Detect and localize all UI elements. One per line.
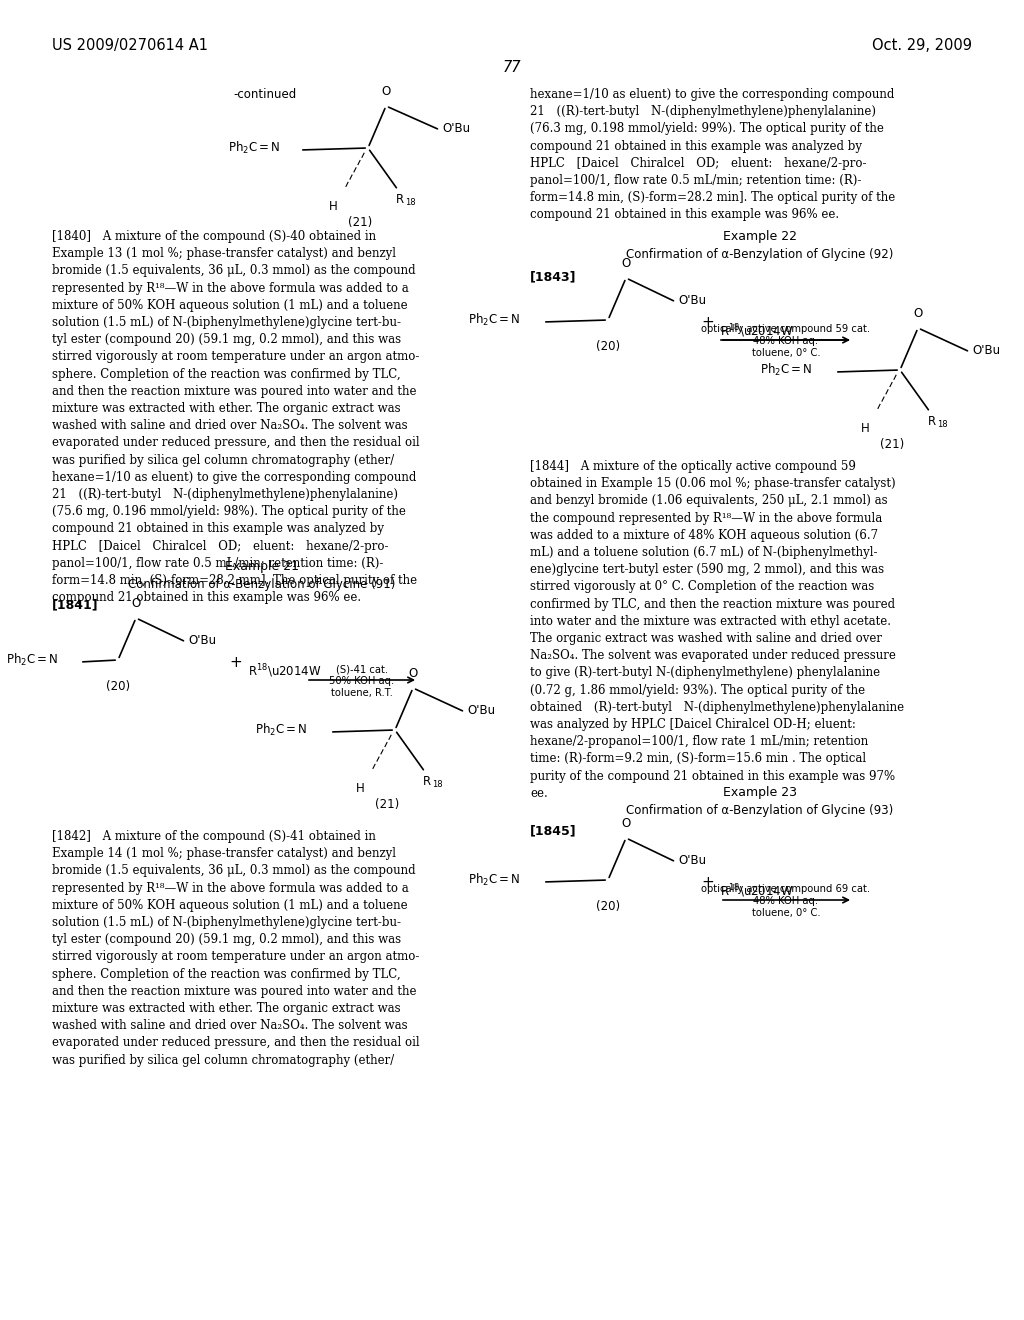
Text: H: H [356, 781, 365, 795]
Text: O'Bu: O'Bu [678, 293, 707, 306]
Text: +: + [229, 655, 243, 671]
Text: [1841]: [1841] [52, 598, 98, 611]
Text: R: R [423, 775, 431, 788]
Text: H: H [330, 201, 338, 213]
Text: toluene, R.T.: toluene, R.T. [331, 688, 393, 698]
Text: (20): (20) [596, 341, 621, 352]
Text: [1842] A mixture of the compound (S)-41 obtained in
Example 14 (1 mol %; phase-t: [1842] A mixture of the compound (S)-41 … [52, 830, 420, 1067]
Text: Confirmation of α-Benzylation of Glycine (91): Confirmation of α-Benzylation of Glycine… [128, 578, 395, 591]
Text: Confirmation of α-Benzylation of Glycine (92): Confirmation of α-Benzylation of Glycine… [627, 248, 894, 261]
Text: O: O [622, 257, 631, 271]
Text: Confirmation of α-Benzylation of Glycine (93): Confirmation of α-Benzylation of Glycine… [627, 804, 894, 817]
Text: (20): (20) [596, 900, 621, 913]
Text: 18: 18 [406, 198, 416, 207]
Text: R$^{18}$\u2014W: R$^{18}$\u2014W [720, 882, 794, 900]
Text: O: O [913, 308, 923, 319]
Text: (21): (21) [375, 799, 399, 810]
Text: 18: 18 [937, 420, 947, 429]
Text: (S)-41 cat.: (S)-41 cat. [336, 664, 388, 675]
Text: O'Bu: O'Bu [442, 121, 470, 135]
Text: R: R [396, 193, 404, 206]
Text: Ph$_2$C$=$N: Ph$_2$C$=$N [468, 312, 520, 329]
Text: toluene, 0° C.: toluene, 0° C. [752, 908, 820, 917]
Text: [1845]: [1845] [530, 824, 577, 837]
Text: US 2009/0270614 A1: US 2009/0270614 A1 [52, 38, 208, 53]
Text: (21): (21) [348, 216, 372, 228]
Text: [1840] A mixture of the compound (S)-40 obtained in
Example 13 (1 mol %; phase-t: [1840] A mixture of the compound (S)-40 … [52, 230, 420, 605]
Text: toluene, 0° C.: toluene, 0° C. [752, 348, 820, 358]
Text: optically active compound 69 cat.: optically active compound 69 cat. [701, 884, 870, 894]
Text: H: H [861, 422, 870, 436]
Text: O: O [131, 597, 140, 610]
Text: Oct. 29, 2009: Oct. 29, 2009 [872, 38, 972, 53]
Text: 48% KOH aq.: 48% KOH aq. [754, 337, 818, 346]
Text: O'Bu: O'Bu [678, 854, 707, 866]
Text: 18: 18 [432, 780, 442, 789]
Text: +: + [701, 875, 715, 890]
Text: Ph$_2$C$=$N: Ph$_2$C$=$N [6, 652, 58, 668]
Text: [1843]: [1843] [530, 271, 577, 282]
Text: 50% KOH aq.: 50% KOH aq. [330, 676, 394, 686]
Text: Example 22: Example 22 [723, 230, 797, 243]
Text: O: O [409, 667, 418, 680]
Text: O'Bu: O'Bu [188, 634, 216, 647]
Text: +: + [701, 315, 715, 330]
Text: R$^{18}$\u2014W: R$^{18}$\u2014W [248, 663, 322, 680]
Text: Ph$_2$C$=$N: Ph$_2$C$=$N [255, 722, 307, 738]
Text: Ph$_2$C$=$N: Ph$_2$C$=$N [468, 873, 520, 888]
Text: 77: 77 [503, 59, 521, 75]
Text: hexane=1/10 as eluent) to give the corresponding compound
21 ((R)-tert-butyl N-(: hexane=1/10 as eluent) to give the corre… [530, 88, 895, 222]
Text: (20): (20) [105, 680, 130, 693]
Text: optically active compound 59 cat.: optically active compound 59 cat. [701, 323, 870, 334]
Text: O: O [622, 817, 631, 830]
Text: 48% KOH aq.: 48% KOH aq. [754, 896, 818, 906]
Text: (21): (21) [880, 438, 904, 451]
Text: R: R [928, 414, 936, 428]
Text: Ph$_2$C$=$N: Ph$_2$C$=$N [760, 362, 812, 378]
Text: -continued: -continued [233, 88, 297, 102]
Text: O: O [381, 84, 390, 98]
Text: Ph$_2$C$=$N: Ph$_2$C$=$N [228, 140, 281, 156]
Text: O'Bu: O'Bu [972, 343, 1000, 356]
Text: R$^{18}$\u2014W: R$^{18}$\u2014W [720, 322, 794, 339]
Text: Example 23: Example 23 [723, 785, 797, 799]
Text: Example 21: Example 21 [225, 560, 299, 573]
Text: O'Bu: O'Bu [467, 704, 496, 717]
Text: [1844] A mixture of the optically active compound 59
obtained in Example 15 (0.0: [1844] A mixture of the optically active… [530, 459, 904, 800]
